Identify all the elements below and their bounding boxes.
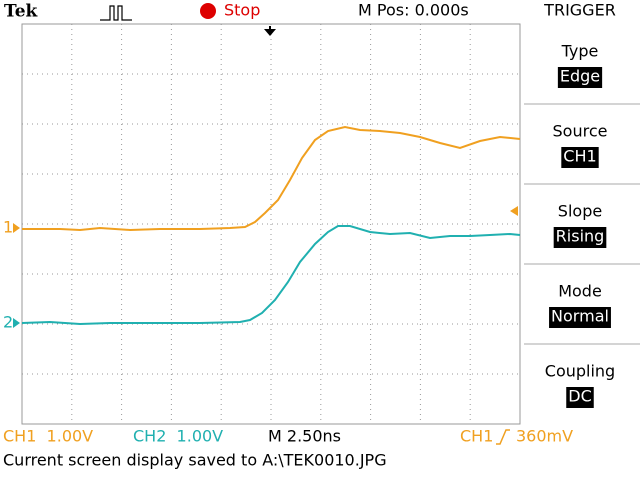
- run-status: Stop: [224, 1, 260, 20]
- menu-value-box: [557, 67, 603, 88]
- position: M Pos: 0.000s: [358, 1, 469, 20]
- ch1-marker-arrow: [13, 223, 20, 233]
- stop-indicator: [200, 3, 216, 19]
- menu-title: TRIGGER: [543, 1, 616, 20]
- menu-label: Coupling: [545, 362, 615, 381]
- menu-label: Mode: [558, 282, 602, 301]
- menu-value: Normal: [551, 307, 609, 326]
- ch2-scale: CH2 1.00V: [133, 427, 223, 446]
- status-message: Current screen display saved to A:\TEK00…: [3, 451, 387, 470]
- menu-value-box: [566, 387, 594, 408]
- menu-label: Source: [553, 122, 608, 141]
- menu-value-box: [549, 307, 611, 328]
- ch1-trace: [22, 125, 521, 232]
- menu-value: DC: [568, 387, 592, 406]
- ch2-marker: 2: [3, 313, 13, 332]
- trigger-source: CH1: [460, 427, 493, 446]
- menu-value-box: [561, 147, 599, 168]
- menu-label: Type: [561, 42, 599, 61]
- brand: Tek: [4, 2, 39, 22]
- ch1-scale: CH1 1.00V: [3, 427, 93, 446]
- trigger-level-marker: [510, 206, 518, 216]
- menu-label: Slope: [558, 202, 602, 221]
- graticule: [22, 24, 520, 424]
- side-menu: Type Edge Source CH1 Slope Rising Mode Normal Co…: [524, 42, 640, 408]
- slope-icon: [496, 429, 510, 445]
- graticule-border: [21, 23, 521, 425]
- ch2-marker-arrow: [13, 318, 20, 328]
- ch2-trace: [21, 225, 521, 326]
- menu-value: CH1: [563, 147, 596, 166]
- trigger-icon: [100, 5, 132, 21]
- menu-value: Edge: [560, 67, 600, 86]
- trigger-position-marker: [264, 26, 276, 36]
- menu-value: Rising: [556, 227, 605, 246]
- timebase: M 2.50ns: [268, 427, 341, 446]
- trigger-level: 360mV: [516, 427, 573, 446]
- ch1-marker: 1: [3, 218, 13, 237]
- menu-value-box: [553, 227, 607, 248]
